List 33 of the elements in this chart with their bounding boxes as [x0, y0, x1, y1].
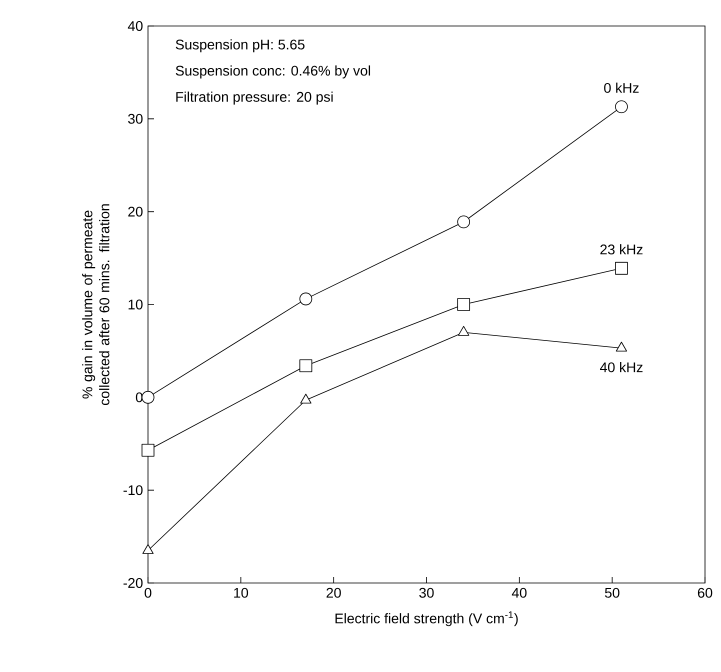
series-label: 0 kHz	[604, 82, 639, 93]
x-tick-label: 50	[604, 588, 620, 598]
annotation: Suspension pH: 5.65	[176, 39, 305, 52]
point	[457, 215, 470, 228]
point	[457, 298, 470, 311]
annotation: Filtration pressure: 20 psi	[176, 92, 333, 105]
series-label: 40 kHz	[600, 362, 643, 372]
point	[142, 444, 154, 457]
point	[615, 100, 628, 114]
point	[299, 292, 312, 306]
y-tick-label: 40	[128, 21, 143, 31]
x-tick-label: 20	[326, 588, 341, 598]
point	[458, 326, 470, 336]
y-tick-label: 30	[128, 114, 143, 124]
point	[615, 262, 628, 275]
y-tick-label: 10	[128, 300, 143, 310]
y-tick-label: -20	[124, 578, 143, 588]
point	[616, 342, 628, 352]
series-label: 23 kHz	[600, 244, 643, 254]
y-axis-title: % gain in volume of permeate collected after 60 mins. filtration	[82, 204, 110, 406]
annotation: Suspension conc: 0.46% by vol	[176, 65, 370, 78]
point	[142, 390, 154, 404]
x-tick-label: 0	[144, 588, 152, 598]
point	[142, 544, 154, 554]
y-tick-label: -10	[124, 485, 143, 496]
point	[300, 394, 312, 404]
x-tick-label: 30	[419, 588, 434, 598]
x-tick-label: 40	[512, 588, 527, 598]
x-tick-label: 60	[698, 588, 712, 598]
point	[299, 359, 312, 372]
x-tick-label: 10	[234, 588, 248, 598]
y-tick-label: 20	[128, 206, 143, 217]
x-axis-title: Electric field strength (V cm$^{-1}$)	[336, 611, 518, 626]
